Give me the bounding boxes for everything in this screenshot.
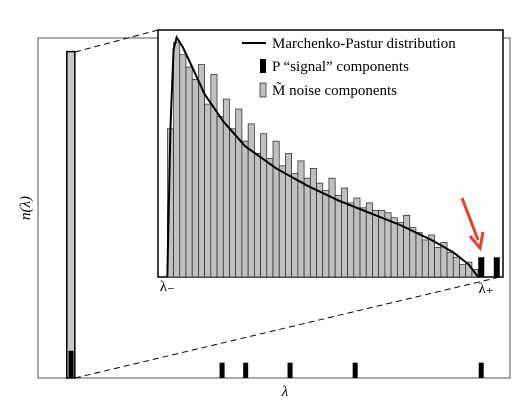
mp-curve — [166, 34, 479, 278]
noise-bar — [372, 209, 380, 278]
noise-bar — [303, 177, 311, 278]
signal-bar — [493, 257, 500, 277]
noise-bar — [434, 247, 442, 278]
signal-spike — [287, 362, 293, 378]
noise-bar — [415, 232, 423, 278]
y-axis-label: n(λ) — [18, 196, 34, 220]
noise-bar — [396, 222, 404, 278]
noise-bar — [229, 128, 237, 278]
noise-bar — [322, 190, 330, 278]
legend-label: Marchenko-Pastur distribution — [272, 36, 456, 52]
zoom-line — [74, 276, 501, 379]
noise-bar — [216, 116, 224, 278]
red-arrow — [460, 197, 485, 252]
signal-spike — [68, 350, 74, 378]
noise-bar — [191, 79, 199, 278]
signal-bar — [478, 257, 485, 277]
noise-bar — [179, 54, 187, 278]
noise-bar — [260, 133, 268, 278]
noise-bar — [334, 195, 342, 278]
noise-bar — [297, 160, 305, 278]
noise-bar — [173, 41, 181, 278]
noise-bar — [403, 214, 411, 278]
noise-bar — [316, 182, 324, 278]
noise-bar — [347, 202, 355, 278]
signal-spike — [219, 362, 225, 378]
signal-spike — [478, 362, 484, 378]
noise-bar — [272, 140, 280, 278]
noise-bar — [459, 264, 467, 278]
noise-bar — [384, 212, 392, 278]
noise-bar — [353, 197, 361, 278]
noise-bar — [452, 256, 460, 278]
noise-bar — [285, 153, 292, 278]
noise-bar — [198, 64, 205, 278]
noise-bar — [247, 123, 255, 278]
legend-label: M̃ noise components — [272, 82, 397, 99]
x-axis-label: λ — [281, 384, 289, 400]
noise-bar — [421, 239, 429, 278]
noise-bar — [204, 103, 212, 278]
noise-bar — [291, 172, 299, 278]
noise-bar — [378, 209, 386, 278]
edge-label: λ₊ — [479, 281, 494, 297]
bulk-bar — [66, 50, 76, 379]
noise-bar — [309, 167, 317, 278]
noise-bar — [254, 153, 261, 278]
noise-bar — [241, 140, 249, 278]
noise-bar — [446, 251, 454, 278]
noise-bar — [359, 207, 367, 278]
signal-spike — [352, 362, 358, 378]
noise-bar — [390, 217, 398, 278]
signal-spike — [243, 362, 249, 378]
noise-bar — [409, 227, 417, 278]
noise-bar — [266, 158, 274, 278]
legend-swatch — [260, 59, 266, 73]
legend-label: P “signal” components — [272, 59, 409, 75]
noise-bar — [235, 108, 243, 278]
noise-bar — [278, 165, 286, 278]
noise-bar — [328, 177, 336, 278]
edge-label: λ₋ — [160, 279, 175, 295]
legend-swatch — [259, 82, 267, 98]
zoom-line — [74, 29, 159, 53]
noise-bar — [185, 66, 193, 278]
